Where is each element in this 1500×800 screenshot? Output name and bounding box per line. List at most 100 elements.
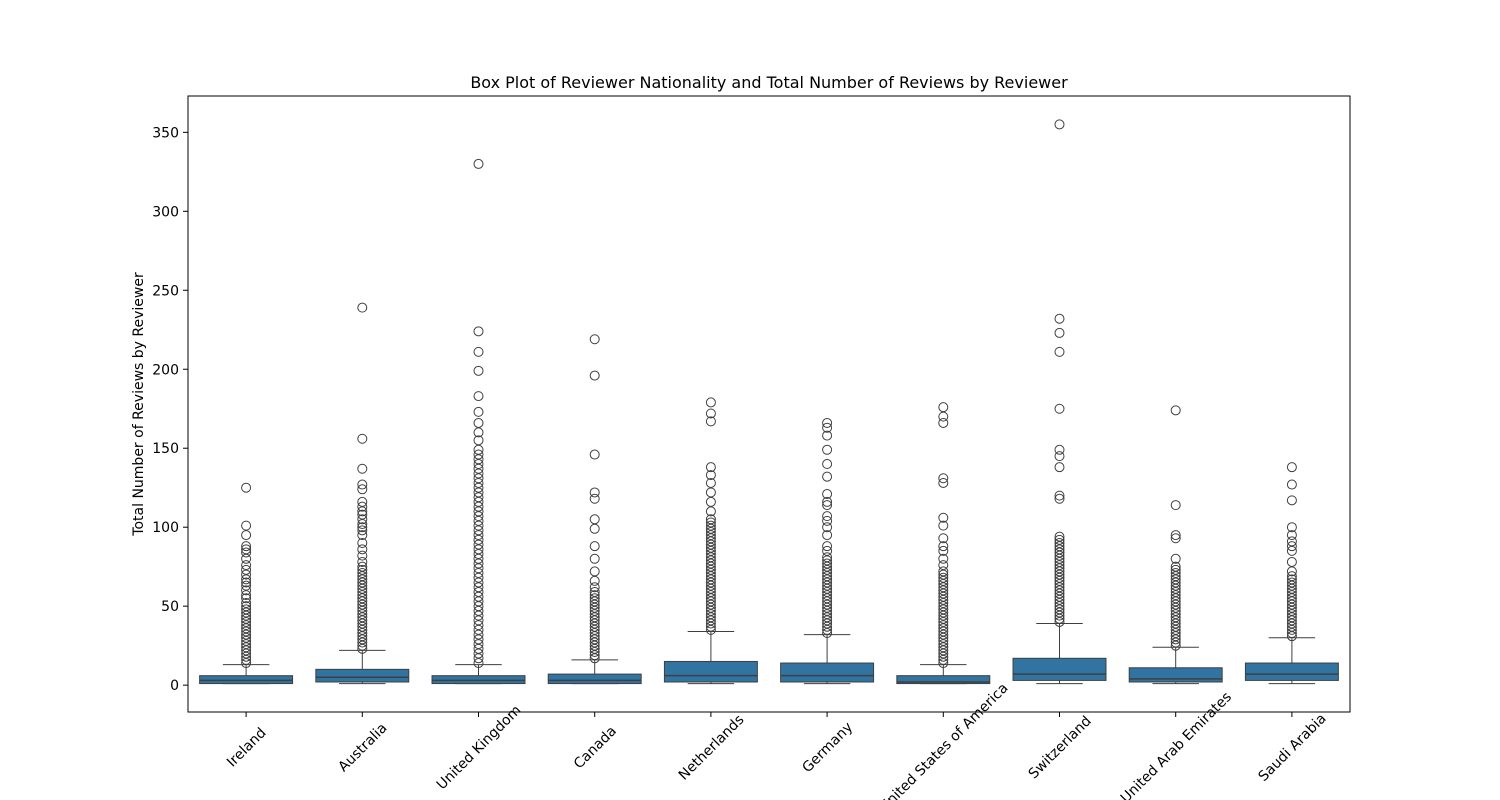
flier xyxy=(822,552,833,563)
flier xyxy=(705,408,716,419)
flier xyxy=(357,522,368,533)
flier xyxy=(822,444,833,455)
x-tick-label: Canada xyxy=(571,723,620,772)
flier xyxy=(705,470,716,481)
flier xyxy=(822,417,833,428)
y-axis-label: Total Number of Reviews by Reviewer xyxy=(131,272,147,537)
y-tick-label: 250 xyxy=(152,283,179,299)
flier xyxy=(357,479,368,490)
flier xyxy=(938,533,949,544)
flier xyxy=(589,590,600,601)
flier xyxy=(357,525,368,536)
flier xyxy=(705,477,716,488)
flier xyxy=(1286,571,1297,582)
box xyxy=(780,662,875,683)
flier xyxy=(241,530,252,541)
x-tick-label: Germany xyxy=(799,719,856,776)
flier xyxy=(357,556,368,567)
x-tick-label: Saudi Arabia xyxy=(1256,711,1330,785)
y-tick-label: 0 xyxy=(170,678,179,694)
flier xyxy=(589,514,600,525)
flier xyxy=(589,586,600,597)
flier xyxy=(589,575,600,586)
box xyxy=(199,675,294,685)
flier xyxy=(473,449,484,460)
flier xyxy=(1286,462,1297,473)
flier xyxy=(241,593,252,604)
flier xyxy=(357,484,368,495)
box xyxy=(1244,662,1339,681)
flier xyxy=(1054,313,1065,324)
flier xyxy=(822,430,833,441)
flier xyxy=(1286,530,1297,541)
flier xyxy=(705,520,716,531)
flier xyxy=(938,411,949,422)
flier xyxy=(241,544,252,555)
flier xyxy=(705,462,716,473)
flier xyxy=(357,568,368,579)
flier xyxy=(473,435,484,446)
flier xyxy=(241,547,252,558)
flier xyxy=(1054,490,1065,501)
y-tick-label: 100 xyxy=(152,520,179,536)
flier xyxy=(241,560,252,571)
flier xyxy=(357,514,368,525)
flier xyxy=(357,564,368,575)
y-tick-label: 300 xyxy=(152,204,179,220)
flier xyxy=(241,601,252,612)
x-tick-label: Netherlands xyxy=(676,712,748,784)
flier xyxy=(705,397,716,408)
flier xyxy=(357,302,368,313)
x-tick-label: Australia xyxy=(335,720,390,775)
flier xyxy=(241,598,252,609)
flier xyxy=(1054,537,1065,548)
flier xyxy=(938,560,949,571)
y-tick-label: 150 xyxy=(152,441,179,457)
flier xyxy=(357,544,368,555)
plot-frame xyxy=(187,95,1351,713)
flier xyxy=(822,530,833,541)
flier xyxy=(822,558,833,569)
flier xyxy=(241,585,252,596)
flier xyxy=(1286,536,1297,547)
x-tick-label: Ireland xyxy=(224,725,270,771)
box xyxy=(1012,657,1107,681)
flier xyxy=(822,489,833,500)
x-tick-label: United States of America xyxy=(876,680,1011,800)
flier xyxy=(705,517,716,528)
flier xyxy=(1054,403,1065,414)
flier xyxy=(1286,577,1297,588)
box xyxy=(1128,667,1223,683)
flier xyxy=(589,370,600,381)
flier xyxy=(241,482,252,493)
flier xyxy=(1170,405,1181,416)
flier xyxy=(1286,541,1297,552)
flier xyxy=(1054,346,1065,357)
flier xyxy=(241,541,252,552)
flier xyxy=(357,537,368,548)
chart-title: Box Plot of Reviewer Nationality and Tot… xyxy=(470,73,1068,92)
flier xyxy=(473,158,484,169)
flier xyxy=(938,417,949,428)
flier xyxy=(473,417,484,428)
flier xyxy=(1170,553,1181,564)
box xyxy=(896,675,991,685)
flier xyxy=(589,487,600,498)
flier xyxy=(1286,479,1297,490)
flier xyxy=(1054,451,1065,462)
flier xyxy=(822,422,833,433)
flier xyxy=(589,523,600,534)
flier xyxy=(1286,522,1297,533)
flier xyxy=(357,496,368,507)
flier xyxy=(938,572,949,583)
flier xyxy=(589,449,600,460)
flier xyxy=(705,487,716,498)
flier xyxy=(357,550,368,561)
flier xyxy=(1054,327,1065,338)
y-tick-label: 200 xyxy=(152,362,179,378)
flier xyxy=(1286,495,1297,506)
flier xyxy=(938,402,949,413)
flier xyxy=(822,500,833,511)
